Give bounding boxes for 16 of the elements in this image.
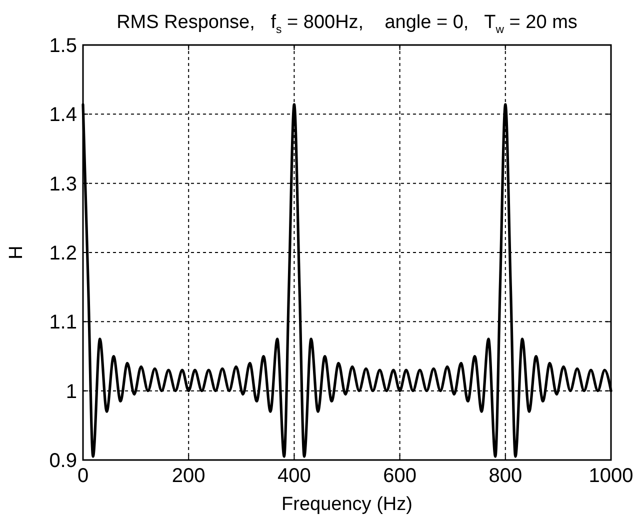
x-tick-label: 800 — [488, 465, 522, 487]
y-tick-label: 1.2 — [49, 242, 77, 264]
y-tick-label: 1.1 — [49, 312, 77, 334]
x-axis-title: Frequency (Hz) — [282, 494, 412, 515]
y-tick-label: 0.9 — [49, 450, 77, 472]
x-tick-label: 600 — [383, 465, 416, 487]
x-tick-label: 200 — [172, 465, 206, 487]
x-tick-label: 400 — [278, 465, 311, 487]
x-tick-label: 1000 — [588, 465, 634, 487]
y-axis-title: H — [6, 246, 27, 260]
y-tick-label: 1 — [66, 380, 77, 403]
y-tick-label: 1.5 — [49, 35, 77, 57]
y-tick-label: 1.3 — [49, 173, 77, 196]
y-tick-label: 1.4 — [49, 104, 77, 126]
x-tick-label: 0 — [77, 465, 89, 487]
chart-title: RMS Response, f$_{s}$ = 800Hz, angle = 0, T$_{w}$ = 20 ms — [116, 12, 578, 36]
